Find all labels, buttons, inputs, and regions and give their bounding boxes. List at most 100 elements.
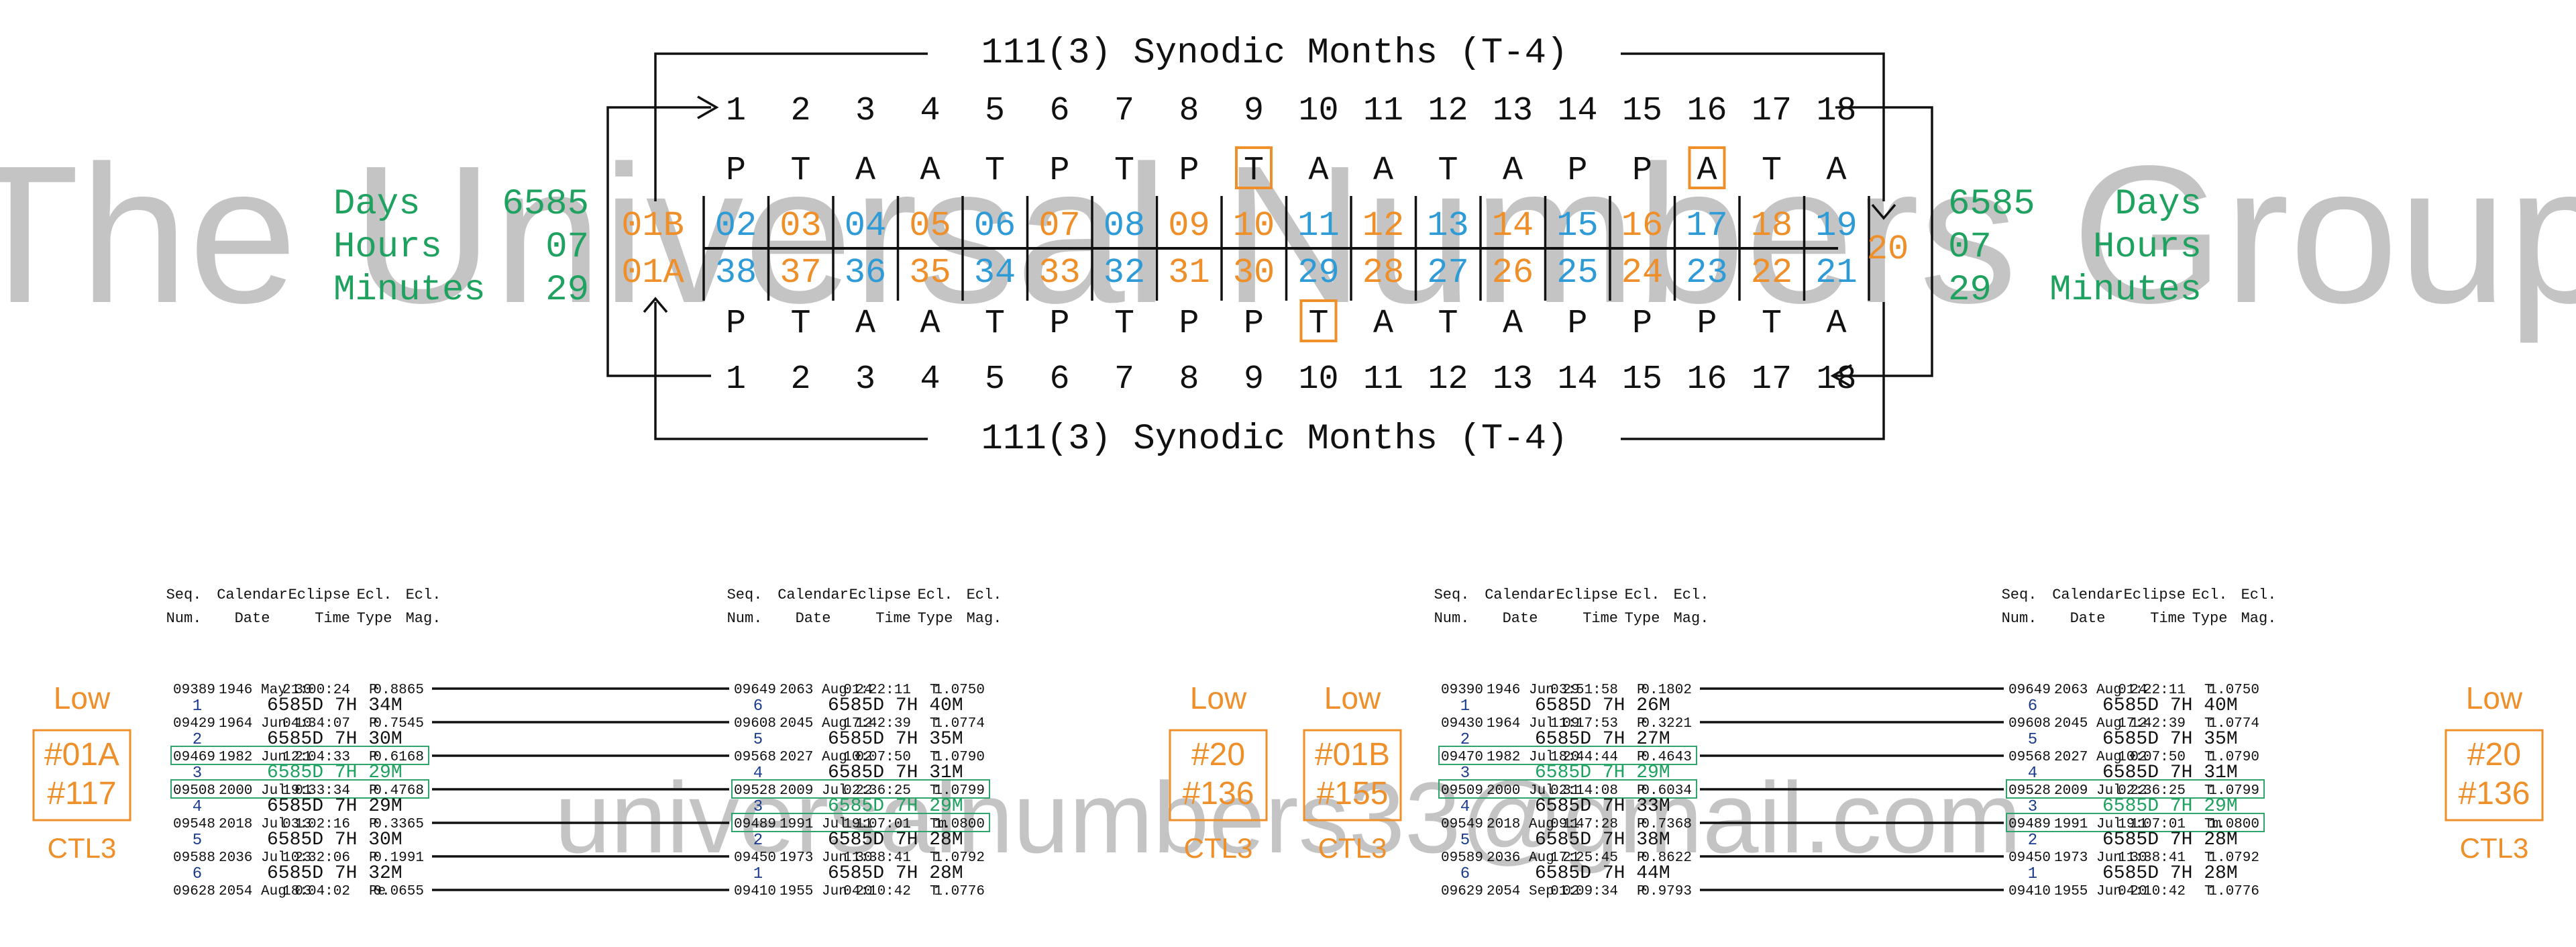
top-code: 19	[1815, 206, 1857, 246]
interval-index: 5	[193, 832, 202, 850]
bottom-number: 15	[1622, 360, 1662, 399]
column-header: Ecl.	[2241, 587, 2277, 603]
seq-num: 09568	[2008, 750, 2051, 765]
bottom-code: 36	[845, 253, 886, 293]
side-label-line1: #20	[2467, 737, 2521, 772]
top-eclipse-letter: A	[920, 152, 940, 190]
arrow-to-top-1	[697, 95, 719, 119]
eclipse-time: 19:33:34	[282, 783, 350, 799]
seq-num: 09608	[2008, 716, 2051, 732]
bottom-number: 10	[1298, 360, 1338, 399]
seq-num: 09629	[1441, 884, 1483, 899]
interval-row: 2 6585D 7H 28M	[2028, 830, 2238, 850]
table-block: Seq. Num. Calendar Date Eclipse Time Ecl. Type E…	[1434, 587, 1709, 899]
eclipse-mag: 0.8865	[373, 683, 424, 698]
side-label-line1: #20	[1191, 737, 1245, 772]
eclipse-type: P	[1637, 884, 1646, 899]
bottom-code: 23	[1686, 253, 1727, 293]
interval-index: 5	[753, 731, 763, 749]
table-block: Seq. Num. Calendar Date Eclipse Time Ecl. Type E…	[166, 587, 441, 899]
eclipse-time: 10:07:50	[843, 750, 911, 765]
eclipse-time: 02:36:25	[2118, 783, 2186, 799]
interval-row: 5 6585D 7H 30M	[193, 830, 402, 850]
calendar-date: 1973 Jun 30	[2054, 850, 2147, 866]
column-header: Seq.	[166, 587, 202, 603]
top-code: 12	[1362, 206, 1404, 246]
eclipse-type: T	[2204, 850, 2213, 866]
interval-row: 5 6585D 7H 35M	[753, 729, 963, 750]
eclipse-time: 19:07:01	[843, 817, 911, 832]
eclipse-mag: 0.7545	[373, 716, 424, 732]
eclipse-time: 17:25:45	[1550, 850, 1618, 866]
eclipse-mag: 0.0655	[373, 884, 424, 899]
calendar-date: 1991 Jul 11	[2054, 817, 2147, 832]
interval-row: 5 6585D 7H 35M	[2028, 729, 2238, 750]
interval-row: 6 6585D 7H 44M	[1460, 863, 1670, 884]
bottom-title: 111(3) Synodic Months (T-4)	[981, 419, 1568, 460]
bottom-number: 11	[1363, 360, 1403, 399]
top-code: 09	[1168, 206, 1210, 246]
calendar-date: 2009 Jul 22	[2054, 783, 2147, 799]
column-header: Num.	[166, 610, 202, 627]
seq-num: 09430	[1441, 716, 1483, 732]
eclipse-mag: 0.3365	[373, 817, 424, 832]
top-eclipse-letter: T	[985, 152, 1005, 190]
interval-row: 4 6585D 7H 33M	[1460, 796, 1670, 817]
left-loop	[606, 106, 711, 377]
column-header: Seq.	[727, 587, 763, 603]
column-header: Ecl.	[1625, 587, 1660, 603]
column-header: Mag.	[2241, 610, 2277, 627]
top-code: 04	[845, 206, 886, 246]
eclipse-mag: 0.3221	[1641, 716, 1692, 732]
interval-index: 5	[1460, 832, 1470, 850]
top-eclipse-letter: T	[1438, 152, 1458, 190]
highlight-row-box	[2006, 779, 2265, 799]
interval-text: 6585D 7H 28M	[828, 830, 963, 850]
column-header: Eclipse	[1556, 587, 1618, 603]
column-header: Ecl.	[2192, 587, 2228, 603]
top-eclipse-letter: A	[855, 152, 875, 190]
interval-index: 2	[193, 731, 202, 749]
interval-row: 1 6585D 7H 34M	[193, 695, 402, 716]
interval-text: 6585D 7H 29M	[267, 796, 402, 817]
bottom-number: 16	[1686, 360, 1727, 399]
column-header: Ecl.	[406, 587, 441, 603]
seq-num: 09528	[734, 783, 776, 799]
eclipse-type: Tm	[2204, 817, 2221, 832]
interval-row: 1 6585D 7H 28M	[2028, 863, 2238, 884]
calendar-date: 2018 Jul 13	[219, 817, 312, 832]
column-header: Date	[1503, 610, 1538, 627]
seq-num: 09649	[734, 683, 776, 698]
bottom-number: 18	[1816, 360, 1856, 399]
seq-num: 09470	[1441, 750, 1483, 765]
interval-index: 6	[193, 865, 202, 883]
eclipse-time: 11:38:41	[2118, 850, 2186, 866]
interval-row: 3 6585D 7H 29M	[193, 762, 402, 783]
calendar-date: 1982 Jun 21	[219, 750, 312, 765]
bottom-number: 4	[920, 360, 940, 399]
eclipse-type: P	[1637, 683, 1646, 698]
seq-num: 09390	[1441, 683, 1483, 698]
side-label-group: Low #20 #136 CTL3	[2445, 681, 2544, 864]
interval-text: 6585D 7H 44M	[1535, 863, 1670, 884]
bottom-eclipse-letter: T	[1762, 305, 1782, 343]
bottom-code: 29	[1297, 253, 1339, 293]
calendar-date: 2000 Jul 01	[219, 783, 312, 799]
right-dhm-label: Days	[2114, 184, 2202, 225]
eclipse-type: T	[930, 716, 938, 732]
calendar-date: 2018 Aug 11	[1487, 817, 1580, 832]
eclipse-time: 10:07:50	[2118, 750, 2186, 765]
interval-row: 5 6585D 7H 38M	[1460, 830, 1670, 850]
eclipse-mag: 0.4643	[1641, 750, 1692, 765]
column-header: Num.	[2002, 610, 2037, 627]
interval-row: 1 6585D 7H 28M	[753, 863, 963, 884]
side-label-line2: #136	[2459, 776, 2530, 811]
interval-text: 6585D 7H 35M	[828, 729, 963, 750]
side-label-group: Low #20 #136 CTL3	[1169, 681, 1268, 864]
calendar-date: 1973 Jun 30	[780, 850, 873, 866]
column-header: Ecl.	[1674, 587, 1709, 603]
eclipse-mag: 1.0776	[934, 884, 985, 899]
interval-index: 1	[1460, 697, 1470, 715]
